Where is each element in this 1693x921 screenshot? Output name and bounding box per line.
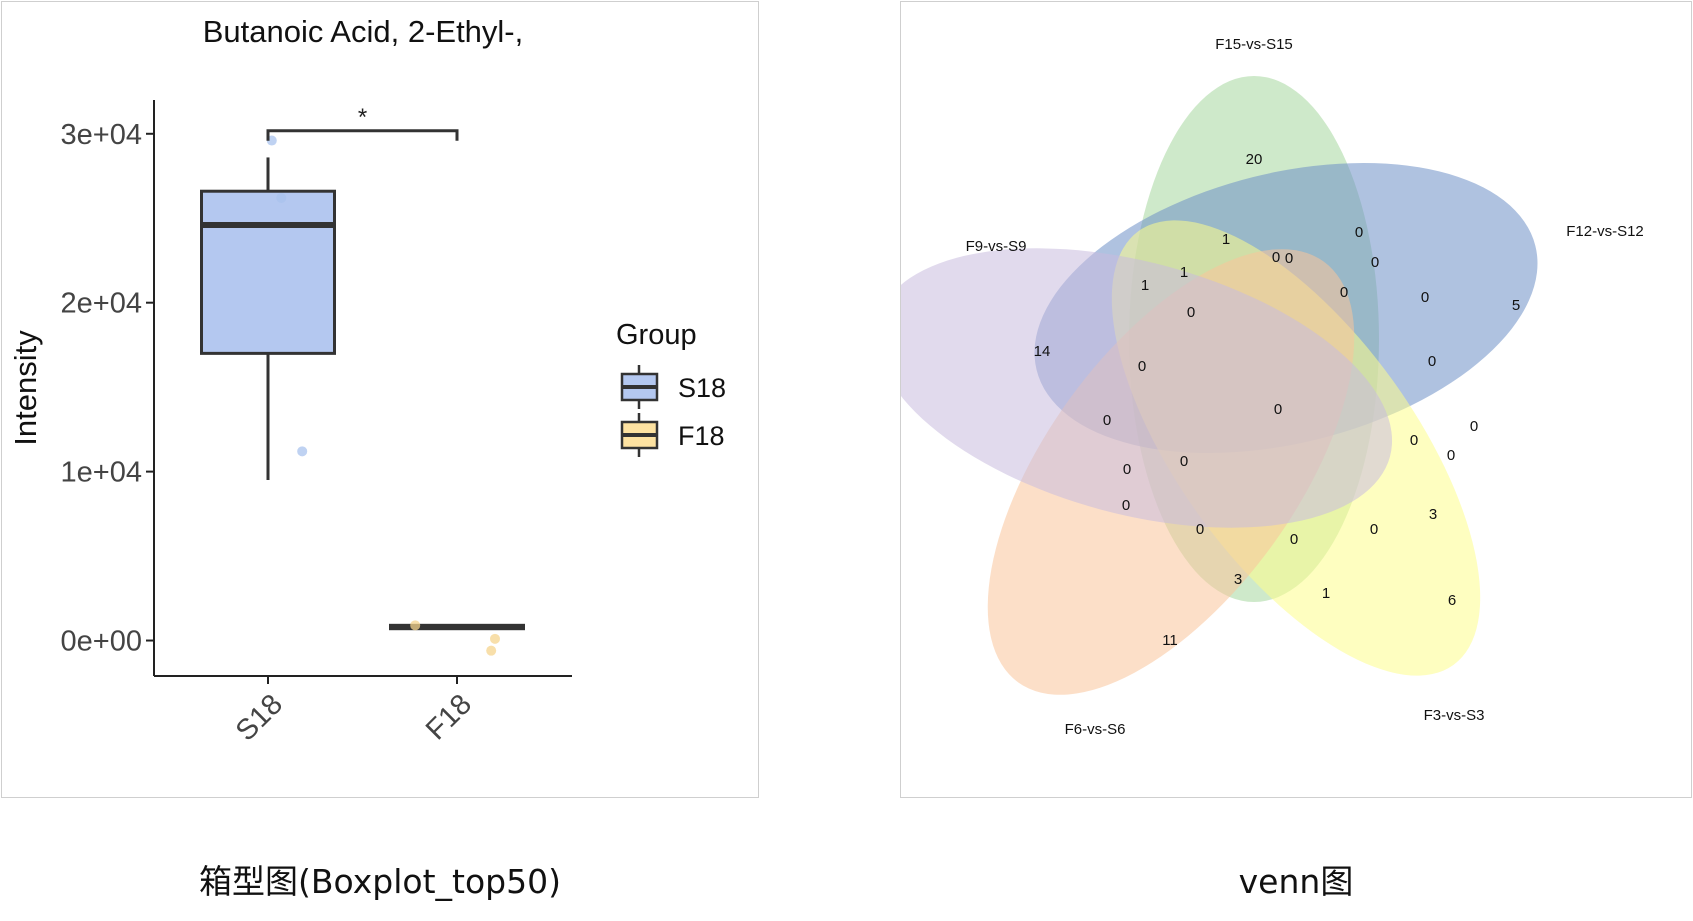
x-tick-label: F18 [420, 688, 478, 746]
box-body [200, 189, 336, 355]
data-point [276, 192, 287, 203]
venn-region-count: 11 [1162, 632, 1178, 649]
venn-region-count: 0 [1138, 358, 1146, 375]
data-point [486, 645, 497, 656]
venn-set-F9-vs-S9 [875, 248, 1393, 528]
box-S18 [200, 157, 336, 481]
legend: Group S18 F18 [616, 319, 726, 457]
venn-set-label: F15-vs-S15 [1215, 36, 1293, 53]
significance-bracket [266, 129, 459, 141]
chart-title: Butanoic Acid, 2-Ethyl-, [203, 14, 524, 49]
venn-region-count: 0 [1285, 250, 1293, 267]
venn-set-label: F9-vs-S9 [966, 238, 1027, 255]
venn-region-count: 0 [1340, 284, 1348, 301]
venn-region-count: 0 [1290, 531, 1298, 548]
venn-region-count: 0 [1370, 521, 1378, 538]
venn-diagram: F15-vs-S15 F12-vs-S12 F3-vs-S3 F6-vs-S6 F9-v… [875, 36, 1644, 738]
venn-region-count: 0 [1470, 418, 1478, 435]
y-tick-label: 3e+04 [61, 119, 142, 151]
venn-region-count: 0 [1123, 461, 1131, 478]
legend-label: S18 [678, 373, 726, 403]
data-point [410, 620, 421, 631]
venn-region-count: 6 [1448, 592, 1456, 609]
legend-title: Group [616, 319, 697, 351]
venn-region-count: 1 [1180, 264, 1188, 281]
venn-region-count: 5 [1512, 297, 1520, 314]
venn-region-count: 0 [1196, 521, 1204, 538]
venn-region-count: 0 [1272, 249, 1280, 266]
venn-region-count: 0 [1122, 497, 1130, 514]
venn-region-count: 3 [1234, 571, 1242, 588]
y-axis-label: Intensity [8, 330, 43, 446]
y-tick-label: 0e+00 [61, 626, 142, 658]
venn-region-count: 0 [1428, 353, 1436, 370]
venn-region-count: 0 [1103, 412, 1111, 429]
data-point [490, 633, 500, 644]
venn-region-count: 1 [1322, 585, 1330, 602]
venn-region-count: 0 [1371, 254, 1379, 271]
venn-region-count: 0 [1274, 401, 1282, 418]
boxplot-panel: Butanoic Acid, 2-Ethyl-, Intensity 0e+00 1e… [1, 1, 759, 798]
venn-region-count: 0 [1180, 453, 1188, 470]
venn-region-count: 20 [1246, 151, 1263, 168]
legend-label: F18 [678, 421, 725, 451]
venn-panel: F15-vs-S15 F12-vs-S12 F3-vs-S3 F6-vs-S6 F9-v… [875, 1, 1692, 798]
y-tick-label: 2e+04 [61, 288, 142, 320]
venn-set-label: F3-vs-S3 [1424, 707, 1485, 724]
venn-region-count: 3 [1429, 506, 1437, 523]
venn-region-count: 0 [1447, 447, 1455, 464]
data-point [297, 446, 308, 457]
venn-region-count: 0 [1187, 304, 1195, 321]
boxplot-chart: Butanoic Acid, 2-Ethyl-, Intensity 0e+00 1e… [8, 14, 726, 747]
venn-set-label: F6-vs-S6 [1065, 721, 1126, 738]
venn-region-count: 0 [1421, 289, 1429, 306]
venn-region-count: 0 [1355, 224, 1363, 241]
x-tick-label: S18 [230, 688, 289, 747]
venn-caption: venn图 [1238, 862, 1354, 901]
y-tick-label: 1e+04 [61, 457, 142, 489]
venn-region-count: 14 [1034, 343, 1051, 360]
boxplot-caption: 箱型图(Boxplot_top50) [199, 862, 561, 901]
legend-key-S18 [620, 365, 659, 409]
legend-key-F18 [620, 413, 659, 457]
significance-label: * [358, 104, 367, 131]
venn-set-label: F12-vs-S12 [1566, 223, 1644, 240]
venn-region-count: 1 [1141, 277, 1149, 294]
venn-region-count: 0 [1410, 432, 1418, 449]
venn-region-count: 1 [1222, 231, 1230, 248]
